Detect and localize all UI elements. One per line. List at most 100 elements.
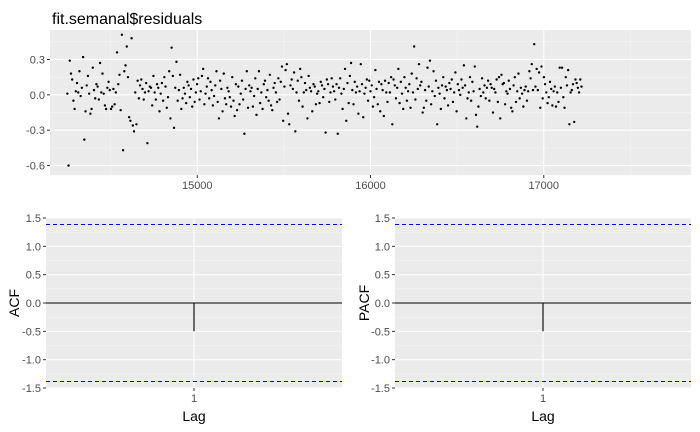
y-axis-title: PACF [356, 285, 372, 321]
y-tick-label: -1.0 [371, 355, 390, 367]
residual-point [232, 99, 235, 102]
acf-panel: -1.5 -1.0 -0.5 0.0 0.5 1.0 1.5 1 Lag ACF [6, 213, 342, 424]
y-tick-label: -0.5 [22, 326, 41, 338]
residual-point [372, 95, 376, 99]
residual-point [482, 91, 485, 94]
residual-point [144, 81, 148, 85]
residual-point [417, 62, 421, 66]
residual-point [275, 100, 279, 104]
residual-point [131, 124, 135, 127]
residuals-panel: 15000 16000 17000 -0.6 -0.3 0.0 0.3 fit.semanal… [26, 11, 691, 192]
residual-point [461, 86, 464, 89]
residual-point [359, 62, 362, 66]
residual-point [336, 132, 339, 135]
residual-point [322, 95, 325, 99]
residual-point [465, 117, 468, 120]
x-tick-label: 1 [191, 393, 197, 405]
residual-point [104, 107, 108, 111]
residual-point [110, 105, 114, 108]
residual-point [229, 105, 233, 108]
residual-point [455, 110, 458, 113]
residual-point [366, 99, 370, 102]
residual-point [368, 79, 371, 82]
residual-point [462, 64, 466, 67]
residual-point [164, 85, 167, 88]
residual-point [124, 64, 127, 67]
residual-point [197, 77, 200, 80]
residual-point [353, 80, 356, 84]
residual-point [500, 73, 503, 76]
residual-point [528, 70, 531, 73]
residual-point [227, 90, 230, 93]
residual-point [249, 90, 252, 93]
residual-point [422, 106, 426, 110]
residual-point [449, 87, 452, 91]
residual-point [146, 141, 149, 145]
residual-point [530, 62, 533, 66]
residual-point [403, 75, 406, 79]
residual-point [267, 99, 270, 102]
residual-point [355, 85, 359, 88]
residual-point [494, 91, 497, 94]
residual-point [536, 88, 540, 92]
residual-point [141, 87, 144, 91]
residual-point [286, 112, 290, 115]
x-tick-label: 15000 [182, 180, 213, 192]
residual-point [423, 88, 427, 92]
residual-point [497, 75, 501, 79]
residual-point [575, 81, 578, 85]
residual-point [102, 92, 105, 95]
residual-point [73, 107, 76, 111]
residual-point [412, 45, 416, 48]
residual-point [549, 87, 553, 91]
residual-point [198, 98, 201, 101]
residual-point [222, 72, 225, 75]
residual-point [81, 55, 85, 59]
residual-point [492, 87, 496, 91]
residual-point [204, 92, 207, 95]
residual-point [184, 101, 188, 105]
residual-point [518, 97, 521, 100]
residual-point [559, 86, 563, 89]
residual-point [161, 99, 165, 102]
residual-point [265, 95, 268, 99]
residual-point [324, 131, 327, 134]
residual-point [101, 72, 104, 75]
residual-point [175, 60, 178, 64]
residual-point [167, 70, 171, 73]
residual-point [523, 88, 526, 92]
residual-point [217, 117, 221, 120]
residual-point [406, 90, 410, 93]
residual-point [507, 79, 510, 82]
residual-point [262, 83, 265, 86]
residual-point [459, 93, 462, 97]
residual-point [130, 37, 133, 40]
residual-point [169, 117, 172, 120]
residual-point [419, 84, 422, 87]
y-tick-label: 0.3 [30, 54, 45, 66]
residual-point [243, 132, 246, 135]
residual-point [457, 88, 461, 92]
residual-point [212, 94, 216, 98]
residual-point [471, 80, 474, 84]
residual-point [393, 84, 396, 87]
residual-point [140, 78, 143, 81]
residual-point [416, 87, 419, 91]
residual-point [400, 92, 404, 95]
residual-point [425, 99, 428, 102]
residual-point [503, 103, 507, 106]
residual-point [108, 88, 111, 92]
residual-point [100, 91, 103, 94]
residual-point [456, 83, 460, 86]
residual-point [343, 67, 347, 71]
residual-point [288, 123, 291, 126]
residual-point [325, 78, 329, 81]
residual-point [280, 65, 284, 68]
residual-point [92, 88, 96, 92]
residual-point [387, 81, 390, 85]
residual-point [114, 91, 118, 94]
residual-point [476, 125, 479, 128]
residual-point [256, 87, 259, 91]
residual-point [68, 59, 71, 62]
